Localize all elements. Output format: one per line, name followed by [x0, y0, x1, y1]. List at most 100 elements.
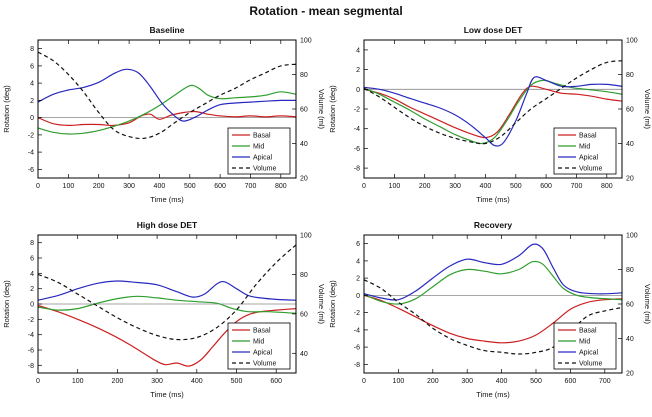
series-apical — [364, 76, 622, 147]
svg-text:6: 6 — [30, 63, 34, 70]
svg-text:100: 100 — [63, 183, 75, 190]
svg-text:-6: -6 — [28, 348, 34, 355]
svg-text:20: 20 — [300, 176, 308, 183]
svg-text:-2: -2 — [354, 310, 360, 317]
svg-text:2: 2 — [30, 286, 34, 293]
y-right-label: Volume (ml) — [643, 89, 652, 130]
svg-text:-6: -6 — [354, 345, 360, 352]
svg-text:200: 200 — [93, 183, 105, 190]
legend-label: Apical — [253, 350, 273, 357]
svg-text:80: 80 — [300, 272, 308, 279]
series-group — [364, 60, 622, 147]
legend-label: Apical — [579, 350, 599, 357]
svg-text:800: 800 — [601, 183, 613, 190]
svg-text:4: 4 — [356, 258, 360, 265]
plot-frame — [37, 39, 297, 179]
y-left-label: Rotation (deg) — [328, 85, 337, 133]
svg-text:80: 80 — [626, 72, 634, 79]
subplot-title: Recovery — [474, 220, 513, 230]
x-axis-label: Time (ms) — [476, 390, 510, 399]
svg-text:-2: -2 — [28, 317, 34, 324]
legend-label: Mid — [579, 339, 590, 346]
x-axis-label: Time (ms) — [476, 195, 510, 204]
svg-text:600: 600 — [540, 183, 552, 190]
legend-label: Apical — [253, 155, 273, 162]
svg-text:20: 20 — [626, 371, 634, 378]
svg-text:600: 600 — [214, 183, 226, 190]
x-axis-label: Time (ms) — [150, 390, 184, 399]
legend-label: Basal — [253, 328, 271, 335]
svg-text:100: 100 — [389, 183, 401, 190]
legend: Basal Mid Apical Volume — [553, 322, 617, 370]
svg-text:500: 500 — [510, 183, 522, 190]
svg-text:0: 0 — [362, 183, 366, 190]
y-left-label: Rotation (deg) — [328, 280, 337, 328]
plot-frame — [37, 234, 297, 374]
chart-baseline: 0 100 200 300 400 500 600 700 800 -6 -4 -2 0 2 4 6 8 20 40… — [2, 25, 326, 204]
y-left-label: Rotation (deg) — [2, 280, 11, 328]
legend-label: Volume — [253, 166, 276, 173]
legend-label: Basal — [579, 133, 597, 140]
svg-text:0: 0 — [36, 378, 40, 385]
svg-text:100: 100 — [300, 38, 312, 45]
svg-text:6: 6 — [30, 256, 34, 263]
svg-text:0: 0 — [30, 302, 34, 309]
plot-frame — [363, 234, 623, 374]
svg-text:-4: -4 — [354, 126, 360, 133]
y-left-label: Rotation (deg) — [2, 85, 11, 133]
legend: Basal Mid Apical Volume — [553, 127, 617, 175]
svg-text:400: 400 — [480, 183, 492, 190]
svg-text:300: 300 — [449, 183, 461, 190]
series-basal — [38, 110, 296, 127]
svg-text:40: 40 — [300, 141, 308, 148]
legend-label: Volume — [579, 166, 602, 173]
figure-title: Rotation - mean segmental — [249, 4, 403, 18]
series-mid — [38, 295, 296, 314]
y-right-label: Volume (ml) — [317, 89, 326, 130]
svg-text:-8: -8 — [354, 166, 360, 173]
subplot-title: High dose DET — [137, 220, 198, 230]
svg-text:60: 60 — [626, 302, 634, 309]
series-group — [38, 51, 296, 140]
svg-text:100: 100 — [626, 38, 638, 45]
svg-text:40: 40 — [626, 336, 634, 343]
legend: Basal Mid Apical Volume — [227, 322, 291, 370]
series-basal — [364, 294, 622, 344]
chart-high-dose-det: 0 100 200 300 400 500 600 -8 -6 -4 -2 0 2 4 6 8 40 60 80 10… — [2, 220, 326, 399]
svg-text:0: 0 — [356, 293, 360, 300]
series-apical — [364, 243, 622, 301]
series-basal — [38, 304, 296, 367]
svg-text:400: 400 — [154, 183, 166, 190]
subplot-title: Baseline — [150, 25, 185, 35]
svg-text:-4: -4 — [28, 332, 34, 339]
series-mid — [364, 79, 622, 145]
svg-text:500: 500 — [184, 183, 196, 190]
legend-label: Volume — [579, 361, 602, 368]
svg-text:200: 200 — [419, 183, 431, 190]
svg-text:8: 8 — [30, 240, 34, 247]
svg-text:200: 200 — [427, 378, 439, 385]
svg-text:500: 500 — [231, 378, 243, 385]
series-apical — [38, 280, 296, 301]
svg-text:600: 600 — [270, 378, 282, 385]
legend-label: Volume — [253, 361, 276, 368]
svg-text:0: 0 — [356, 87, 360, 94]
svg-text:700: 700 — [571, 183, 583, 190]
svg-text:700: 700 — [599, 378, 611, 385]
legend-label: Basal — [253, 133, 271, 140]
chart-grid: 0 100 200 300 400 500 600 700 800 -6 -4 -2 0 2 4 6 8 20 40… — [0, 22, 652, 412]
svg-text:4: 4 — [356, 47, 360, 54]
svg-text:60: 60 — [300, 107, 308, 114]
series-volume — [364, 60, 622, 145]
svg-text:500: 500 — [530, 378, 542, 385]
svg-text:2: 2 — [356, 67, 360, 74]
svg-text:80: 80 — [300, 72, 308, 79]
svg-text:2: 2 — [30, 98, 34, 105]
series-mid — [38, 84, 296, 135]
svg-text:2: 2 — [356, 276, 360, 283]
subplot-title: Low dose DET — [464, 25, 523, 35]
svg-text:-8: -8 — [28, 363, 34, 370]
series-apical — [38, 68, 296, 122]
svg-text:-6: -6 — [354, 146, 360, 153]
svg-text:0: 0 — [30, 115, 34, 122]
